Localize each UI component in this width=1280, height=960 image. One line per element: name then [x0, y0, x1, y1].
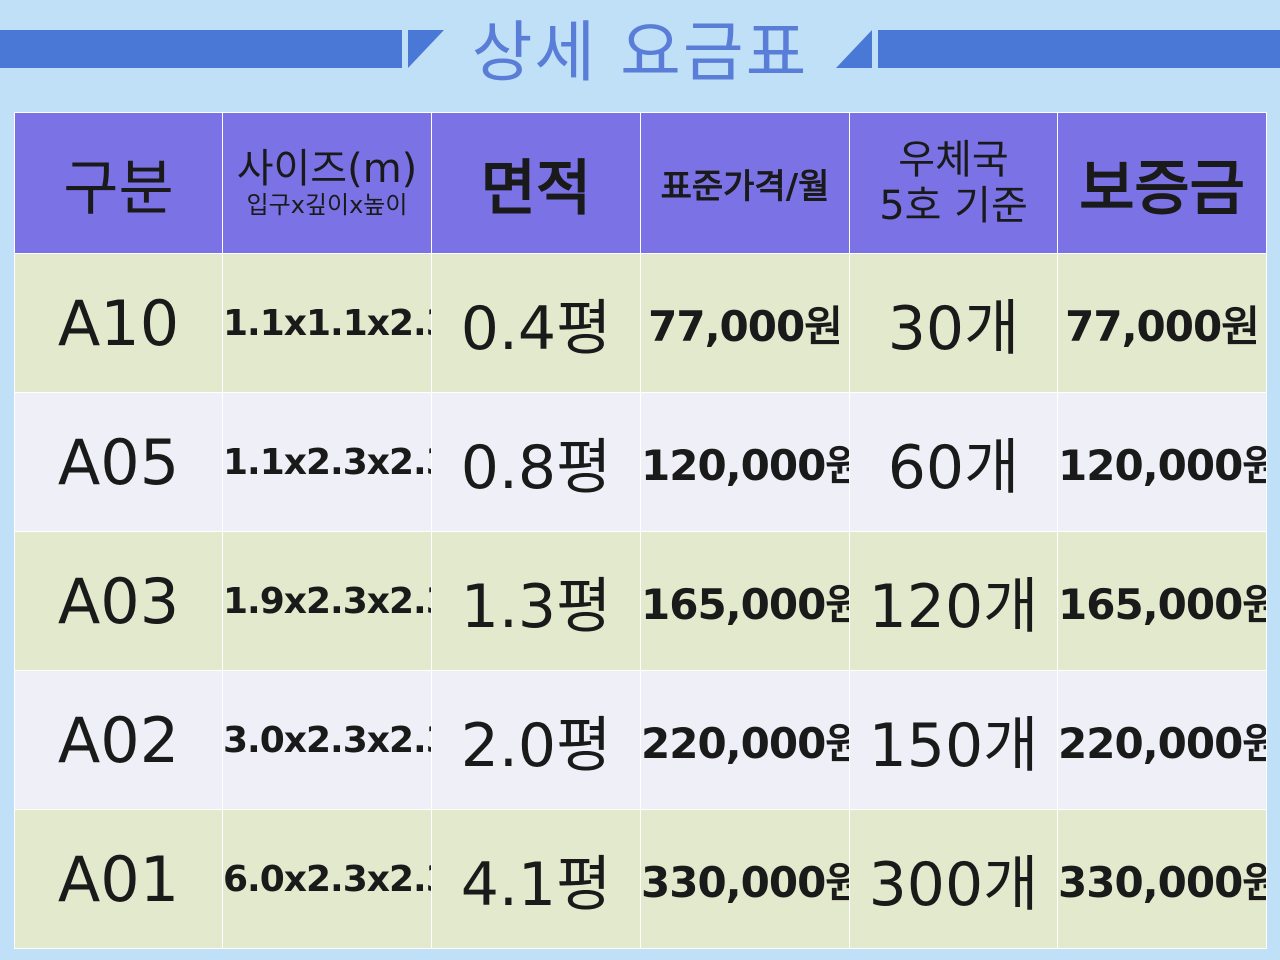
- cell-size: 6.0x2.3x2.3: [222, 809, 432, 949]
- cell-deposit: 330,000원: [1057, 809, 1267, 949]
- banner-band-left: [0, 30, 402, 68]
- header-category-label: 구분: [63, 153, 174, 224]
- header-size: 사이즈(m) 입구x깊이x높이: [222, 112, 432, 254]
- cell-deposit: 120,000원: [1057, 392, 1267, 532]
- cell-size: 1.1x2.3x2.3: [222, 392, 432, 532]
- title-banner: 상세 요금표: [0, 0, 1280, 110]
- table-row: A03 1.9x2.3x2.3 1.3평 165,000원 120개 165,0…: [14, 531, 1267, 671]
- cell-code: A05: [14, 392, 223, 532]
- header-price: 표준가격/월: [640, 112, 850, 254]
- header-boxes-label: 우체국: [898, 137, 1009, 183]
- table-row: A05 1.1x2.3x2.3 0.8평 120,000원 60개 120,00…: [14, 392, 1267, 532]
- banner-band-right-tail: [836, 30, 872, 68]
- table-row: A10 1.1x1.1x2.3 0.4평 77,000원 30개 77,000원: [14, 253, 1267, 393]
- cell-boxes: 60개: [849, 392, 1058, 532]
- cell-size: 1.9x2.3x2.3: [222, 531, 432, 671]
- cell-price: 120,000원: [640, 392, 850, 532]
- header-boxes-sublabel: 5호 기준: [879, 183, 1028, 229]
- cell-size: 1.1x1.1x2.3: [222, 253, 432, 393]
- table-row: A02 3.0x2.3x2.3 2.0평 220,000원 150개 220,0…: [14, 670, 1267, 810]
- cell-code: A01: [14, 809, 223, 949]
- cell-deposit: 77,000원: [1057, 253, 1267, 393]
- header-area-label: 면적: [480, 153, 592, 224]
- cell-code: A03: [14, 531, 223, 671]
- cell-price: 220,000원: [640, 670, 850, 810]
- banner-band-right: [878, 30, 1280, 68]
- page-title: 상세 요금표: [471, 14, 809, 91]
- cell-size: 3.0x2.3x2.3: [222, 670, 432, 810]
- cell-code: A02: [14, 670, 223, 810]
- cell-price: 77,000원: [640, 253, 850, 393]
- cell-code: A10: [14, 253, 223, 393]
- header-category: 구분: [14, 112, 223, 254]
- cell-boxes: 120개: [849, 531, 1058, 671]
- cell-area: 0.8평: [431, 392, 641, 532]
- cell-deposit: 220,000원: [1057, 670, 1267, 810]
- cell-area: 0.4평: [431, 253, 641, 393]
- header-size-sublabel: 입구x깊이x높이: [246, 191, 408, 220]
- cell-area: 2.0평: [431, 670, 641, 810]
- banner-band-left-tail: [408, 30, 444, 68]
- cell-boxes: 30개: [849, 253, 1058, 393]
- cell-area: 1.3평: [431, 531, 641, 671]
- table-row: A01 6.0x2.3x2.3 4.1평 330,000원 300개 330,0…: [14, 809, 1267, 949]
- header-boxes: 우체국 5호 기준: [849, 112, 1058, 254]
- header-deposit: 보증금: [1057, 112, 1267, 254]
- header-size-label: 사이즈(m): [236, 146, 418, 193]
- cell-boxes: 150개: [849, 670, 1058, 810]
- cell-boxes: 300개: [849, 809, 1058, 949]
- cell-price: 165,000원: [640, 531, 850, 671]
- cell-price: 330,000원: [640, 809, 850, 949]
- cell-deposit: 165,000원: [1057, 531, 1267, 671]
- header-deposit-label: 보증금: [1079, 153, 1245, 224]
- cell-area: 4.1평: [431, 809, 641, 949]
- header-row: 구분 사이즈(m) 입구x깊이x높이 면적 표준가격/월 우체국 5호 기준 보…: [14, 112, 1267, 254]
- header-area: 면적: [431, 112, 641, 254]
- header-price-label: 표준가격/월: [660, 166, 830, 207]
- price-table: 구분 사이즈(m) 입구x깊이x높이 면적 표준가격/월 우체국 5호 기준 보…: [14, 112, 1267, 949]
